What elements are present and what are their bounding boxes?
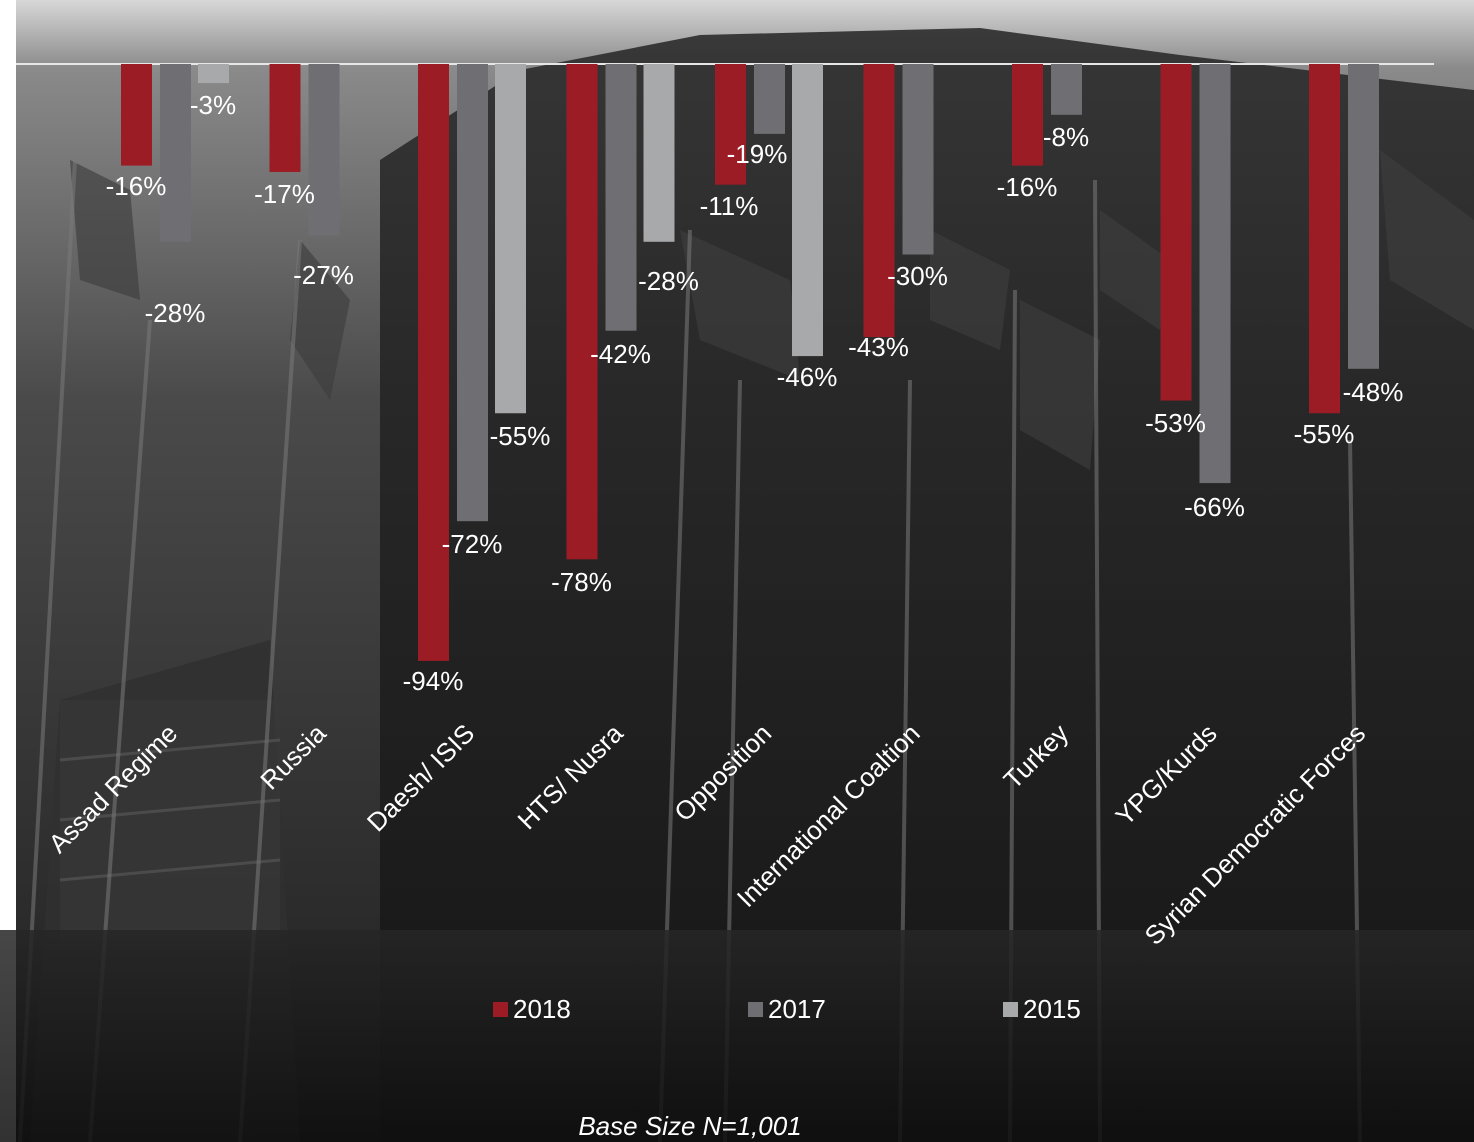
- category-label-4: Opposition: [668, 718, 777, 827]
- bar-2017-8: [1348, 64, 1379, 369]
- category-label-1: Russia: [254, 718, 332, 796]
- value-label-2018-5: -43%: [848, 332, 909, 362]
- bar-2017-6: [1051, 64, 1082, 115]
- bar-2015-0: [198, 64, 229, 84]
- legend-label-2017: 2017: [768, 994, 826, 1024]
- bar-2018-5: [863, 64, 895, 338]
- bars-layer: [121, 64, 1379, 661]
- bar-2017-4: [754, 64, 785, 134]
- legend: 2018 2017 2015: [493, 994, 1081, 1024]
- value-labels-layer: -16% -28% -3% -17% -27% -94% -72% -55% -78% -42% -…: [106, 90, 1404, 696]
- value-label-2018-2: -94%: [403, 666, 464, 696]
- bar-2017-1: [308, 64, 340, 236]
- value-label-2017-8: -48%: [1343, 377, 1404, 407]
- bar-2015-4: [792, 64, 823, 357]
- bar-2018-1: [269, 64, 301, 172]
- bar-2017-5: [902, 64, 934, 255]
- bar-2018-7: [1160, 64, 1192, 401]
- bar-2017-3: [605, 64, 637, 331]
- legend-label-2015: 2015: [1023, 994, 1081, 1024]
- bar-2018-6: [1012, 64, 1043, 166]
- value-label-2018-1: -17%: [254, 179, 315, 209]
- value-label-2015-4: -46%: [777, 362, 838, 392]
- value-label-2018-7: -53%: [1145, 408, 1206, 438]
- value-label-2017-1: -27%: [293, 260, 354, 290]
- value-label-2018-0: -16%: [106, 171, 167, 201]
- category-labels-layer: Assad Regime Russia Daesh/ ISIS HTS/ Nusra O…: [42, 718, 1371, 951]
- value-label-2017-3: -42%: [590, 339, 651, 369]
- bar-2017-0: [160, 64, 191, 242]
- category-label-6: Turkey: [998, 718, 1075, 795]
- bar-2015-2: [495, 64, 526, 414]
- bar-2018-2: [418, 64, 449, 661]
- bar-2017-2: [457, 64, 488, 522]
- value-label-2018-3: -78%: [551, 567, 612, 597]
- base-size-footnote: Base Size N=1,001: [578, 1111, 802, 1141]
- category-label-0: Assad Regime: [42, 718, 183, 859]
- value-label-2017-7: -66%: [1184, 492, 1245, 522]
- bar-2015-3: [643, 64, 675, 242]
- value-label-2018-6: -16%: [997, 172, 1058, 202]
- value-label-2017-2: -72%: [442, 529, 503, 559]
- value-label-2015-3: -28%: [638, 266, 699, 296]
- bar-2018-0: [121, 64, 152, 166]
- value-label-2015-2: -55%: [490, 421, 551, 451]
- bar-2017-7: [1199, 64, 1231, 484]
- legend-swatch-2015: [1003, 1002, 1018, 1017]
- value-label-2017-4: -11%: [700, 191, 759, 221]
- value-label-2017-0: -28%: [145, 298, 206, 328]
- bar-2018-8: [1309, 64, 1340, 414]
- bar-2018-3: [566, 64, 598, 560]
- legend-swatch-2017: [748, 1002, 763, 1017]
- value-label-2015-0: -3%: [190, 90, 236, 120]
- value-label-2017-5: -30%: [887, 261, 948, 291]
- legend-label-2018: 2018: [513, 994, 571, 1024]
- category-label-7: YPG/Kurds: [1110, 718, 1223, 831]
- legend-swatch-2018: [493, 1002, 508, 1017]
- value-label-2017-6: -8%: [1043, 122, 1089, 152]
- category-label-3: HTS/ Nusra: [511, 718, 629, 836]
- category-label-2: Daesh/ ISIS: [361, 718, 480, 837]
- value-label-2018-4: -19%: [727, 139, 788, 169]
- bar-2018-4: [715, 64, 746, 185]
- value-label-2018-8: -55%: [1294, 419, 1355, 449]
